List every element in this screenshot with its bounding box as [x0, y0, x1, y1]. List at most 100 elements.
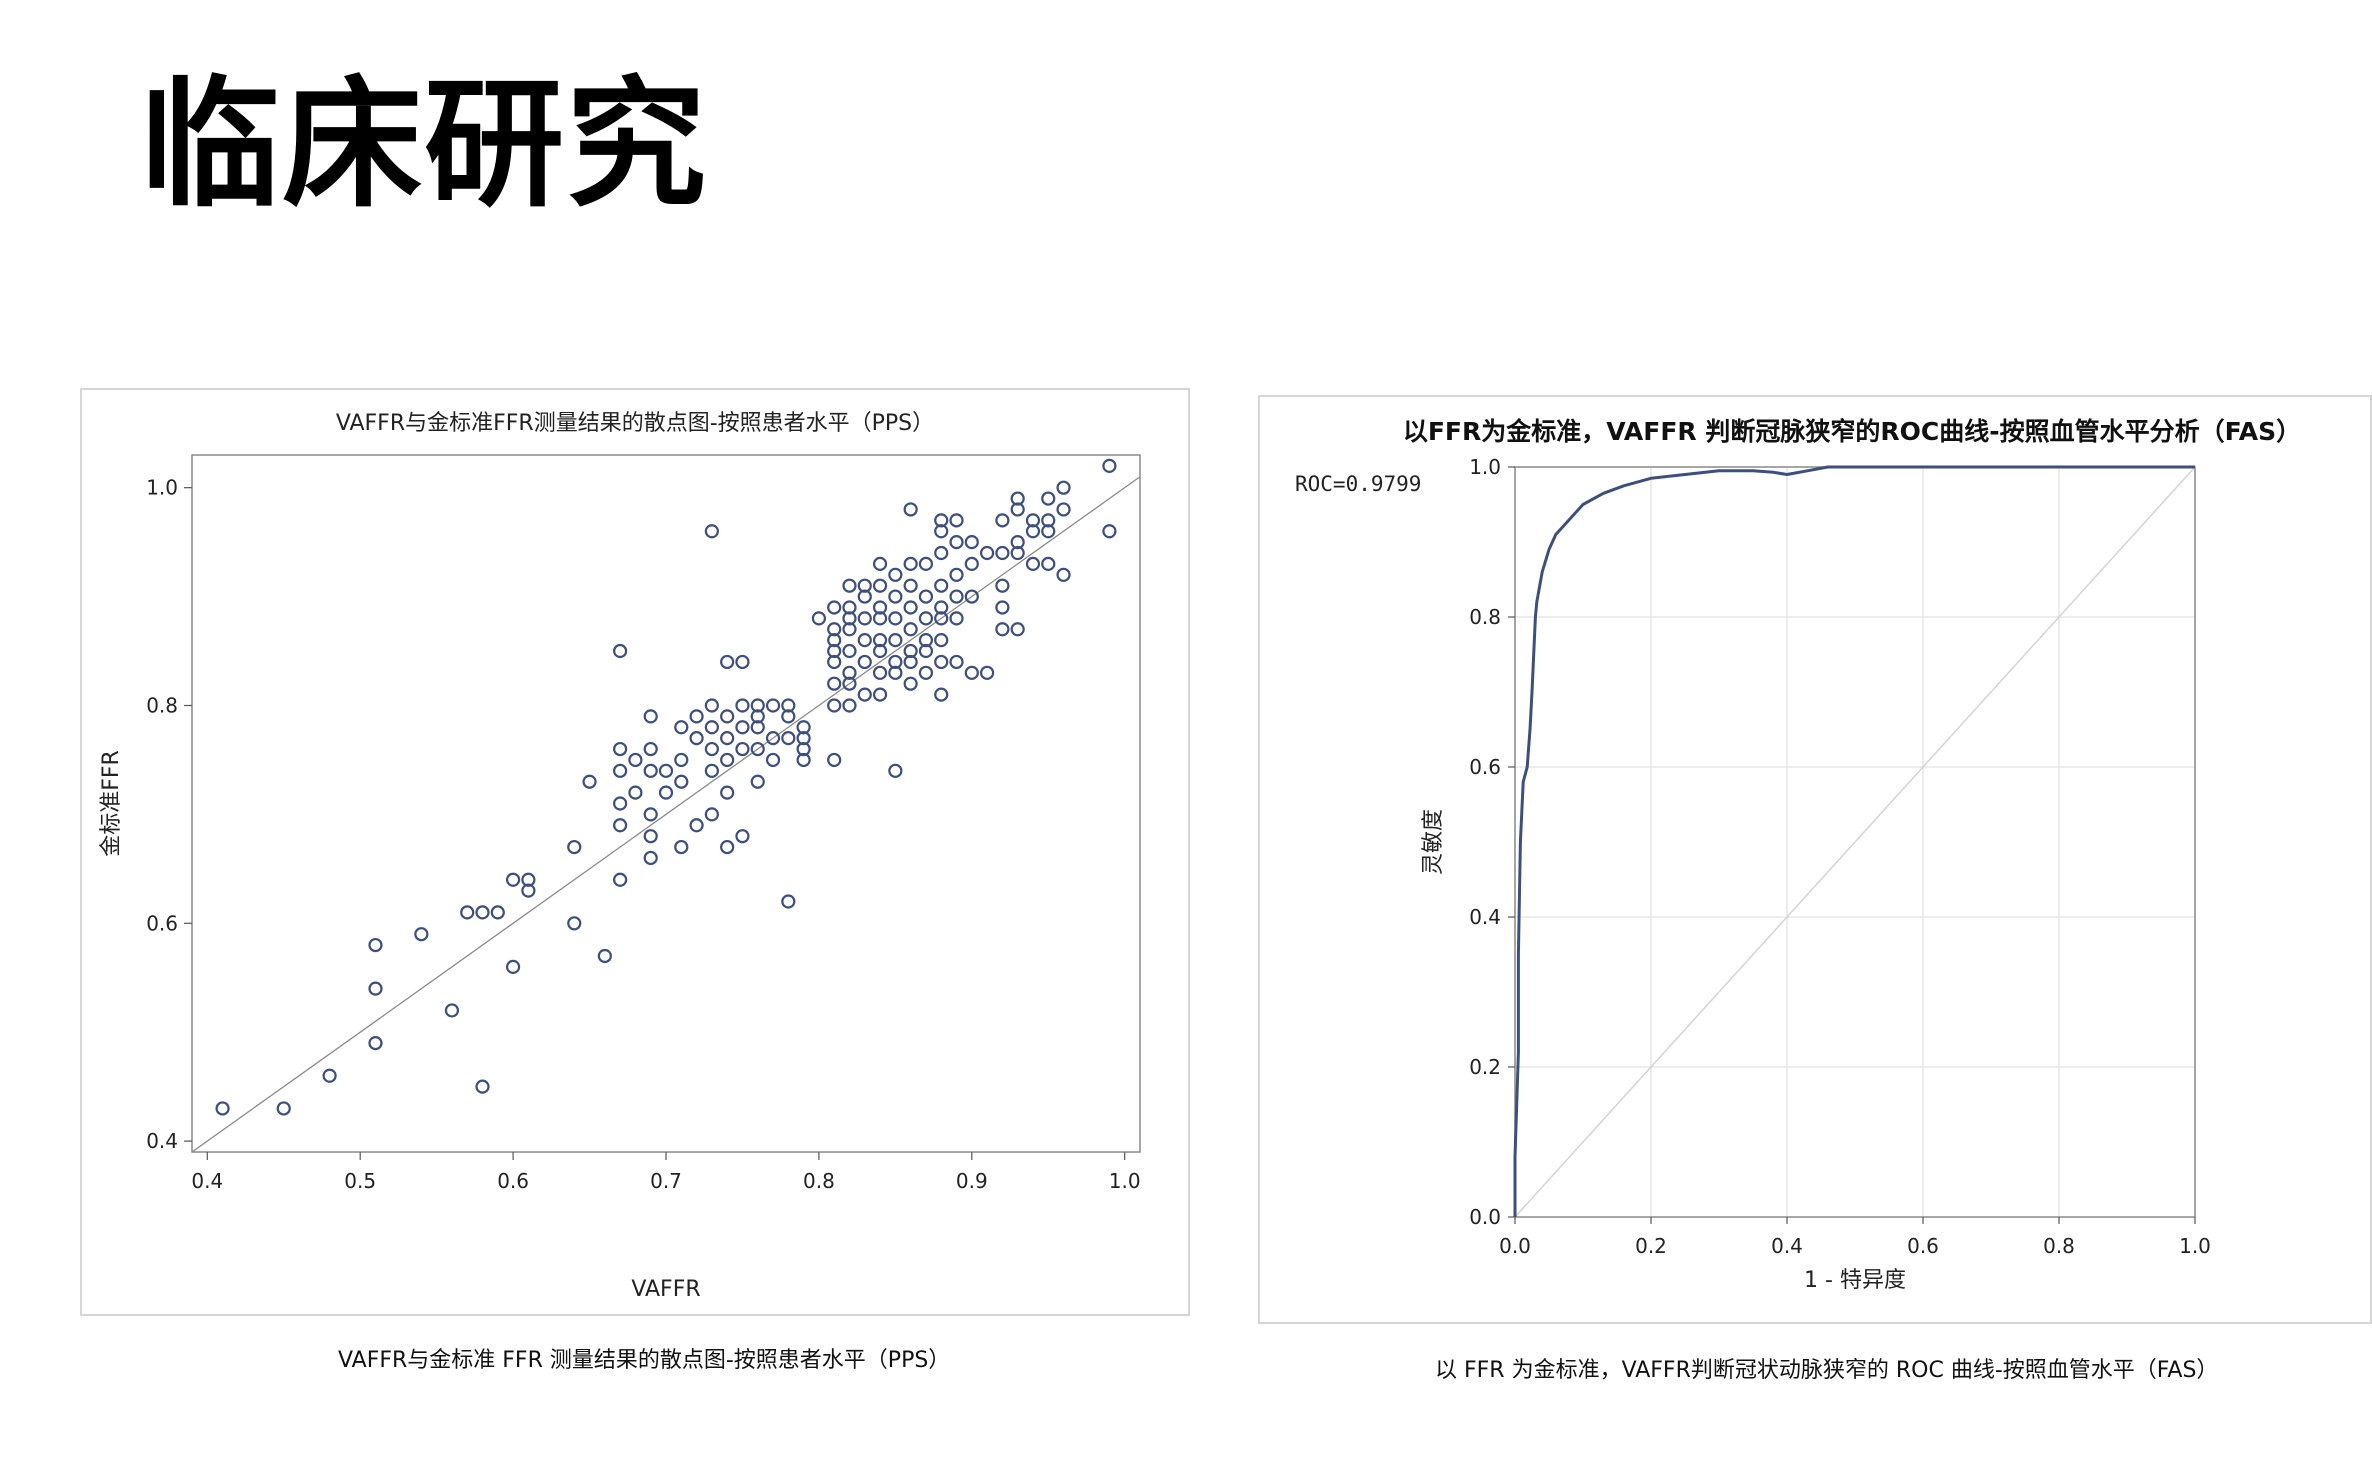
scatter-point: [643, 763, 658, 778]
scatter-point: [781, 894, 796, 909]
scatter-point: [964, 556, 979, 572]
scatter-point: [827, 676, 842, 691]
roc-x-axis-label: 1 - 特异度: [1804, 1268, 1906, 1293]
scatter-point: [934, 611, 949, 626]
scatter-point: [827, 633, 842, 648]
scatter-point: [918, 643, 934, 659]
scatter-title: VAFFR与金标准FFR测量结果的散点图-按照患者水平（PPS）: [336, 411, 934, 436]
scatter-point: [827, 622, 842, 637]
scatter-point: [949, 611, 964, 626]
scatter-chart: VAFFR与金标准FFR测量结果的散点图-按照患者水平（PPS） 0.4 0.5 0.…: [99, 411, 1141, 1302]
scatter-point: [872, 556, 888, 572]
scatter-point: [613, 818, 628, 833]
scatter-point: [735, 654, 750, 670]
scatter-point: [796, 741, 811, 757]
scatter-point: [964, 665, 979, 680]
scatter-point: [613, 872, 628, 887]
scatter-point: [720, 752, 735, 768]
roc-x-tick-label: 0.6: [1907, 1234, 1939, 1258]
roc-x-tick-label: 0.8: [2043, 1234, 2075, 1258]
scatter-point: [735, 698, 750, 713]
scatter-point: [903, 676, 918, 691]
scatter-point: [903, 654, 918, 670]
scatter-point: [857, 578, 872, 593]
scatter-point: [872, 665, 888, 680]
scatter-point: [1056, 567, 1071, 582]
page-title: 临床研究: [140, 63, 709, 227]
scatter-point: [949, 513, 964, 528]
roc-title: 以FFR为金标准，VAFFR 判断冠脉狭窄的ROC曲线-按照血管水平分析（FAS…: [1403, 417, 2301, 446]
scatter-point: [735, 741, 750, 757]
roc-curve: [1513, 465, 2195, 1217]
scatter-point: [1010, 491, 1025, 506]
roc-chart: 以FFR为金标准，VAFFR 判断冠脉狭窄的ROC曲线-按照血管水平分析（FAS…: [1295, 417, 2301, 1293]
scatter-point: [613, 643, 628, 659]
scatter-point: [735, 720, 750, 735]
scatter-point: [658, 785, 674, 800]
scatter-point: [643, 709, 658, 724]
scatter-point: [674, 752, 689, 768]
scatter-point: [1041, 524, 1056, 539]
scatter-point: [750, 709, 765, 724]
scatter-point: [827, 752, 842, 768]
scatter-point: [750, 698, 765, 713]
scatter-point: [643, 807, 658, 822]
scatter-point: [842, 578, 857, 593]
scatter-point: [979, 545, 995, 561]
scatter-point: [765, 731, 781, 746]
scatter-x-tick-label: 0.5: [344, 1169, 376, 1193]
scatter-point: [765, 752, 781, 768]
scatter-point: [628, 785, 643, 800]
scatter-point: [857, 687, 872, 702]
scatter-point: [1041, 556, 1056, 572]
roc-y-axis-label: 灵敏度: [1421, 809, 1446, 875]
scatter-point: [475, 1079, 490, 1094]
scatter-point: [888, 665, 903, 680]
scatter-point: [1010, 535, 1025, 550]
scatter-point: [215, 1101, 230, 1116]
scatter-point: [1041, 491, 1056, 506]
scatter-point: [704, 698, 719, 713]
scatter-point: [995, 545, 1010, 561]
scatter-point: [1010, 545, 1025, 561]
roc-x-tick-label: 0.0: [1499, 1234, 1531, 1258]
scatter-y-tick-label: 0.6: [146, 911, 178, 935]
scatter-point: [643, 850, 658, 866]
scatter-point: [842, 622, 857, 637]
scatter-point: [643, 741, 658, 757]
scatter-point: [903, 643, 918, 659]
scatter-point: [720, 839, 735, 855]
scatter-point: [1010, 502, 1025, 517]
roc-chart-panel: 以FFR为金标准，VAFFR 判断冠脉狭窄的ROC曲线-按照血管水平分析（FAS…: [1258, 395, 2372, 1324]
scatter-x-tick-label: 0.9: [956, 1169, 988, 1193]
scatter-point: [918, 556, 934, 572]
scatter-point: [597, 948, 612, 964]
scatter-point: [995, 622, 1010, 637]
scatter-point: [842, 643, 857, 659]
scatter-point: [903, 622, 918, 637]
scatter-point: [613, 741, 628, 757]
scatter-point: [903, 600, 918, 615]
scatter-point: [918, 611, 934, 626]
scatter-point: [949, 589, 964, 604]
scatter-point: [628, 752, 643, 768]
scatter-point: [689, 709, 704, 724]
scatter-point: [827, 698, 842, 713]
roc-x-tick-label: 1.0: [2179, 1234, 2211, 1258]
scatter-point: [934, 513, 949, 528]
scatter-point: [490, 905, 505, 920]
scatter-point: [842, 665, 857, 680]
roc-caption: 以 FFR 为金标准，VAFFR判断冠状动脉狭窄的 ROC 曲线-按照血管水平（…: [1435, 1358, 2219, 1383]
scatter-point: [918, 633, 934, 648]
scatter-point: [842, 600, 857, 615]
roc-y-tick-label: 0.8: [1469, 605, 1501, 629]
scatter-caption: VAFFR与金标准 FFR 测量结果的散点图-按照患者水平（PPS）: [338, 1348, 951, 1373]
scatter-point: [582, 774, 597, 789]
scatter-point: [781, 709, 796, 724]
scatter-point: [796, 731, 811, 746]
scatter-point: [934, 545, 949, 561]
scatter-point: [872, 643, 888, 659]
scatter-y-tick-label: 0.8: [146, 693, 178, 717]
scatter-point: [872, 611, 888, 626]
scatter-point: [888, 611, 903, 626]
